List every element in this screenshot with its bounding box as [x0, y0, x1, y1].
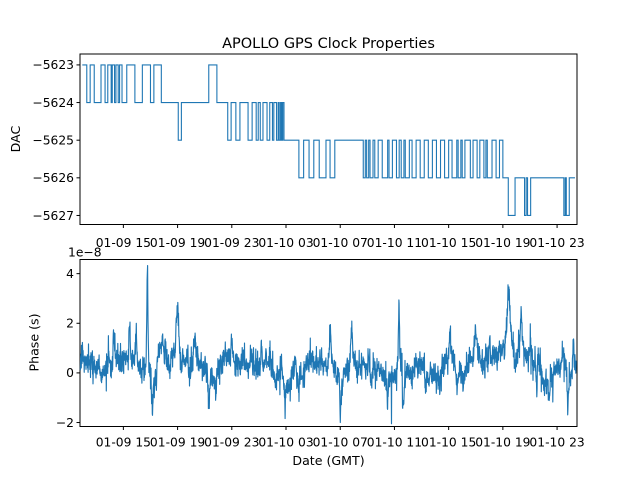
x-tick-label: 01-10 19: [475, 236, 530, 250]
dac-step-line: [82, 64, 575, 217]
y-tick-label: −2: [56, 416, 74, 430]
x-tick-label: 01-10 19: [475, 436, 530, 450]
y-tick-label: −5627: [32, 209, 74, 223]
y-tick-label: 2: [66, 317, 74, 331]
x-tick-label: 01-10 23: [529, 436, 584, 450]
x-tick-label: 01-10 23: [529, 236, 584, 250]
x-tick-label: 01-09 15: [96, 436, 151, 450]
x-tick-label: 01-10 07: [313, 236, 368, 250]
y-tick-label: −5625: [32, 133, 74, 147]
x-tick-label: 01-10 15: [421, 436, 476, 450]
y-tick-label: −5624: [32, 96, 74, 110]
x-tick-label: 01-09 19: [150, 236, 205, 250]
x-tick-label: 01-09 15: [96, 236, 151, 250]
x-tick-label: 01-09 23: [204, 236, 259, 250]
phase-y-axis-label: Phase (s): [27, 314, 42, 372]
y-axis-offset-text: 1e−8: [68, 246, 102, 260]
x-tick-label: 01-10 15: [421, 236, 476, 250]
x-tick-label: 01-09 23: [204, 436, 259, 450]
phase-noise-line: [79, 265, 577, 425]
y-tick-label: 4: [66, 267, 74, 281]
x-tick-label: 01-09 19: [150, 436, 205, 450]
phase-axes-frame: [79, 259, 578, 427]
x-axis-label: Date (GMT): [292, 453, 364, 468]
y-tick-label: −5626: [32, 171, 74, 185]
y-tick-label: −5623: [32, 58, 74, 72]
x-tick-label: 01-10 03: [258, 236, 313, 250]
x-tick-label: 01-10 07: [313, 436, 368, 450]
chart-title: APOLLO GPS Clock Properties: [222, 36, 435, 52]
dac-axes-frame: [79, 53, 578, 225]
y-tick-label: 0: [66, 366, 74, 380]
dac-y-axis-label: DAC: [8, 125, 23, 152]
x-tick-label: 01-10 11: [367, 436, 422, 450]
x-tick-label: 01-10 11: [367, 236, 422, 250]
x-tick-label: 01-10 03: [258, 436, 313, 450]
